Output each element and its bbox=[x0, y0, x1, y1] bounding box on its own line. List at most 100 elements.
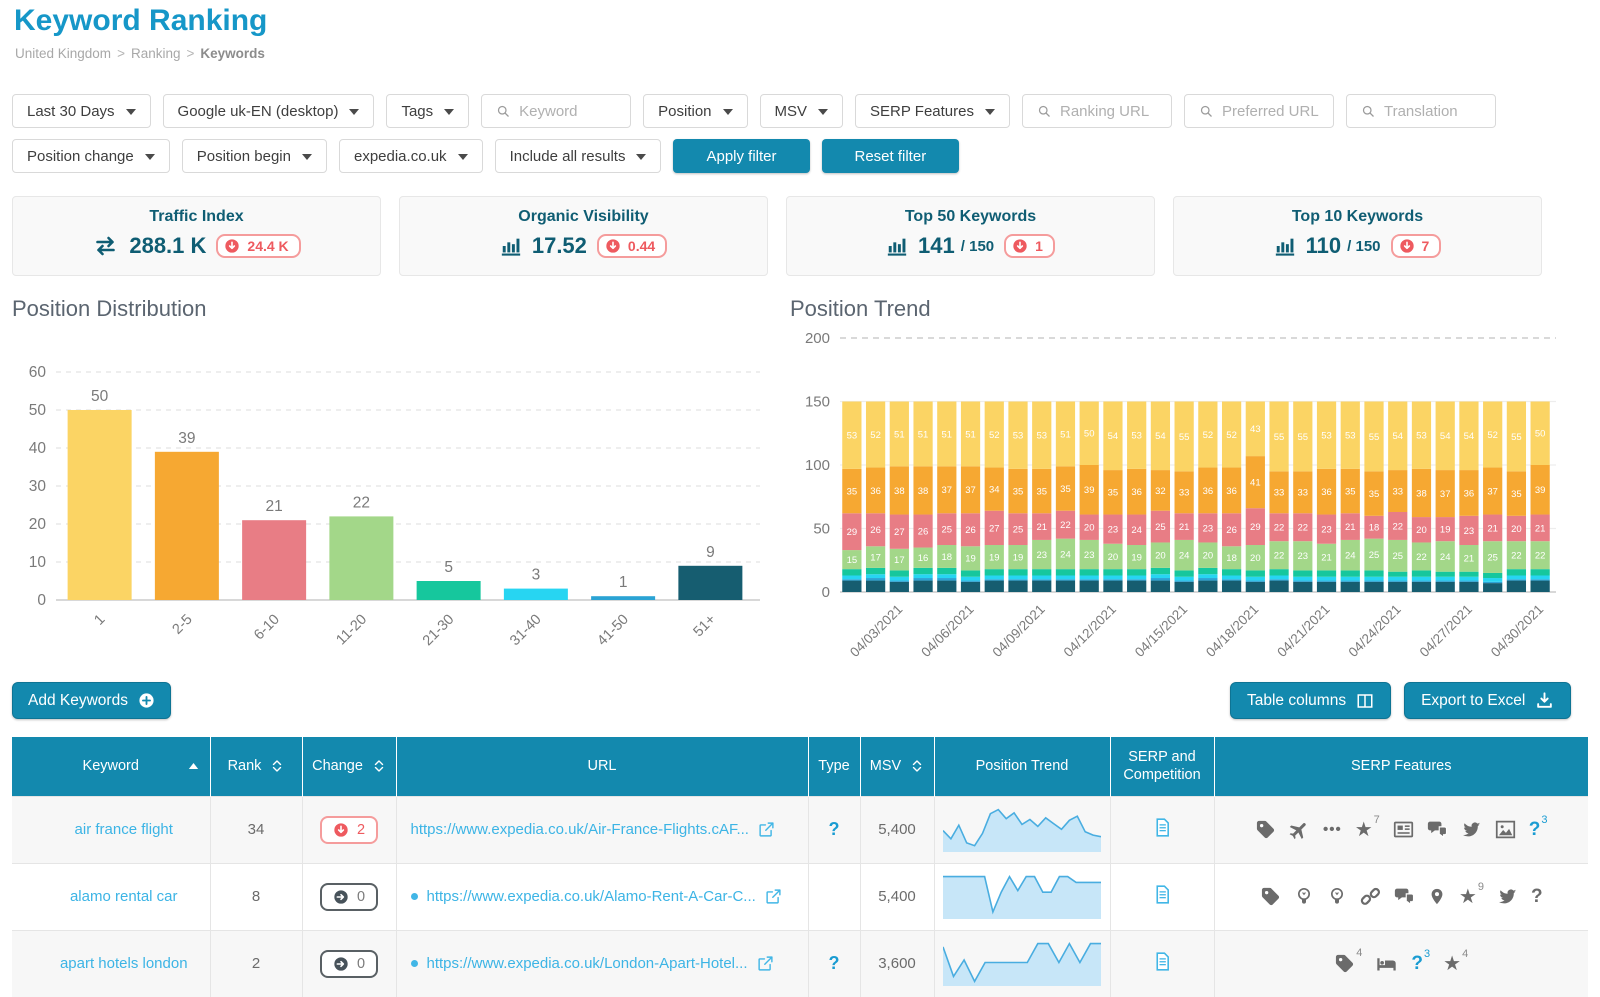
search-input-preferred-url[interactable]: Preferred URL bbox=[1183, 94, 1334, 128]
table-columns-button[interactable]: Table columns bbox=[1230, 682, 1392, 719]
filter-dropdown-position-begin[interactable]: Position begin bbox=[181, 139, 327, 173]
url-link[interactable]: https://www.expedia.co.uk/Alamo-Rent-A-C… bbox=[426, 888, 756, 905]
breadcrumb-item[interactable]: United Kingdom bbox=[15, 46, 112, 61]
keyword-link[interactable]: apart hotels london bbox=[59, 955, 188, 973]
change-value: 2 bbox=[356, 821, 366, 838]
column-header-change[interactable]: Change bbox=[302, 737, 397, 796]
column-header-msv[interactable]: MSV bbox=[860, 737, 935, 796]
svg-text:50: 50 bbox=[813, 521, 830, 538]
add-keywords-button[interactable]: Add Keywords bbox=[12, 682, 171, 719]
column-header-url[interactable]: URL bbox=[396, 737, 809, 796]
column-header-position-trend[interactable]: Position Trend bbox=[934, 737, 1111, 796]
external-link-icon[interactable] bbox=[757, 955, 774, 972]
caret-down-icon bbox=[444, 108, 455, 115]
serp-feature-tag bbox=[1255, 819, 1276, 840]
star-icon: ★ bbox=[1458, 885, 1477, 908]
serp-feature-count: 7 bbox=[1373, 813, 1380, 826]
serp-feature-question: ? bbox=[1531, 886, 1543, 907]
stat-card-top-50-keywords: Top 50 Keywords 141 / 150 1 bbox=[786, 196, 1155, 276]
keyword-type-question: ? bbox=[828, 819, 840, 839]
column-header-label: Rank bbox=[227, 758, 262, 775]
external-link-icon[interactable] bbox=[758, 821, 775, 838]
svg-text:51: 51 bbox=[1060, 429, 1071, 440]
svg-text:19: 19 bbox=[989, 552, 1000, 563]
svg-text:52: 52 bbox=[1487, 430, 1498, 441]
serp-feature-bed bbox=[1375, 953, 1398, 974]
column-header-label: URL bbox=[587, 758, 617, 775]
svg-text:20: 20 bbox=[1416, 525, 1427, 536]
svg-text:33: 33 bbox=[1179, 488, 1190, 499]
filter-bar-row2: Position change Position begin expedia.co.… bbox=[12, 139, 960, 173]
svg-text:37: 37 bbox=[942, 485, 953, 496]
search-input-translation[interactable]: Translation bbox=[1345, 94, 1496, 128]
download-icon bbox=[1535, 691, 1554, 710]
search-icon bbox=[496, 104, 511, 119]
document-icon[interactable] bbox=[1152, 883, 1173, 906]
svg-text:100: 100 bbox=[805, 457, 830, 474]
url-link[interactable]: https://www.expedia.co.uk/Air-France-Fli… bbox=[410, 821, 749, 838]
column-header-serp-features[interactable]: SERP Features bbox=[1214, 737, 1588, 796]
serp-feature-tag: 4 bbox=[1334, 947, 1362, 974]
sort-both-icon bbox=[270, 758, 284, 774]
svg-text:10: 10 bbox=[29, 554, 47, 571]
filter-dropdown-tags[interactable]: Tags bbox=[386, 94, 470, 128]
serp-feature-news bbox=[1393, 819, 1414, 840]
breadcrumb-item[interactable]: Ranking bbox=[130, 46, 181, 61]
keyword-link[interactable]: air france flight bbox=[74, 821, 173, 838]
msv-value: 5,400 bbox=[878, 821, 916, 838]
plus-circle-icon bbox=[138, 692, 155, 709]
filter-dropdown-msv[interactable]: MSV bbox=[759, 94, 844, 128]
svg-text:50: 50 bbox=[29, 402, 47, 419]
document-icon[interactable] bbox=[1152, 816, 1173, 839]
svg-text:20: 20 bbox=[1511, 524, 1522, 535]
swap-arrows-icon bbox=[92, 234, 119, 258]
reset-filter-button[interactable]: Reset filter bbox=[821, 139, 960, 173]
export-to-excel-button[interactable]: Export to Excel bbox=[1404, 682, 1572, 719]
svg-text:23: 23 bbox=[1084, 550, 1095, 561]
filter-dropdown-include-all-results[interactable]: Include all results bbox=[494, 139, 662, 173]
svg-text:21: 21 bbox=[1179, 522, 1190, 533]
filter-dropdown-last-30-days[interactable]: Last 30 Days bbox=[12, 94, 151, 128]
filter-label: Position bbox=[658, 102, 712, 120]
keyword-link[interactable]: alamo rental car bbox=[69, 888, 178, 905]
svg-text:35: 35 bbox=[1345, 486, 1356, 497]
svg-text:35: 35 bbox=[1108, 488, 1119, 499]
url-link[interactable]: https://www.expedia.co.uk/London-Apart-H… bbox=[426, 955, 748, 973]
search-input-ranking-url[interactable]: Ranking URL bbox=[1021, 94, 1172, 128]
filter-dropdown-position[interactable]: Position bbox=[643, 94, 748, 128]
keyword-type-question: ? bbox=[828, 953, 840, 974]
svg-text:25: 25 bbox=[1392, 551, 1403, 562]
position-trend-title: Position Trend bbox=[790, 296, 931, 321]
tag-icon bbox=[1255, 819, 1276, 840]
search-input-keyword[interactable]: Keyword bbox=[481, 94, 632, 128]
external-link-icon[interactable] bbox=[765, 888, 782, 905]
svg-text:43: 43 bbox=[1250, 424, 1261, 435]
table-row: alamo rental car 8 0 https://www.expedia.co… bbox=[12, 862, 1588, 930]
svg-text:39: 39 bbox=[1535, 485, 1546, 496]
svg-text:0: 0 bbox=[822, 584, 830, 601]
svg-text:35: 35 bbox=[1511, 489, 1522, 500]
serp-feature-star: ★ 4 bbox=[1443, 948, 1468, 974]
document-icon[interactable] bbox=[1152, 950, 1173, 973]
svg-text:50: 50 bbox=[91, 388, 109, 405]
position-trend-chart: 0 50 100 150 200 15 29 35 53 17 26 36 52 17 27 38 51 04/0… bbox=[788, 320, 1560, 677]
column-header-type[interactable]: Type bbox=[808, 737, 861, 796]
column-header-serp-and-competition[interactable]: SERP and Competition bbox=[1110, 737, 1215, 796]
column-header-rank[interactable]: Rank bbox=[210, 737, 303, 796]
svg-text:18: 18 bbox=[942, 552, 953, 563]
column-header-keyword[interactable]: Keyword bbox=[12, 737, 211, 796]
svg-text:34: 34 bbox=[989, 485, 1000, 496]
chat-icon bbox=[1427, 819, 1448, 840]
filter-dropdown-expedia-co-uk[interactable]: expedia.co.uk bbox=[338, 139, 483, 173]
svg-text:55: 55 bbox=[1179, 432, 1190, 443]
serp-feature-pin bbox=[1428, 886, 1446, 907]
star-icon: ★ bbox=[1354, 818, 1373, 841]
stat-card-title: Top 10 Keywords bbox=[1291, 208, 1424, 225]
apply-filter-button[interactable]: Apply filter bbox=[673, 139, 810, 173]
svg-text:36: 36 bbox=[1131, 487, 1142, 498]
filter-dropdown-position-change[interactable]: Position change bbox=[12, 139, 170, 173]
stat-cards: Traffic Index 288.1 K 24.4 K Organic Visibi… bbox=[12, 196, 1542, 276]
filter-dropdown-google-uk-en-desktop-[interactable]: Google uk-EN (desktop) bbox=[162, 94, 375, 128]
filter-dropdown-serp-features[interactable]: SERP Features bbox=[855, 94, 1010, 128]
